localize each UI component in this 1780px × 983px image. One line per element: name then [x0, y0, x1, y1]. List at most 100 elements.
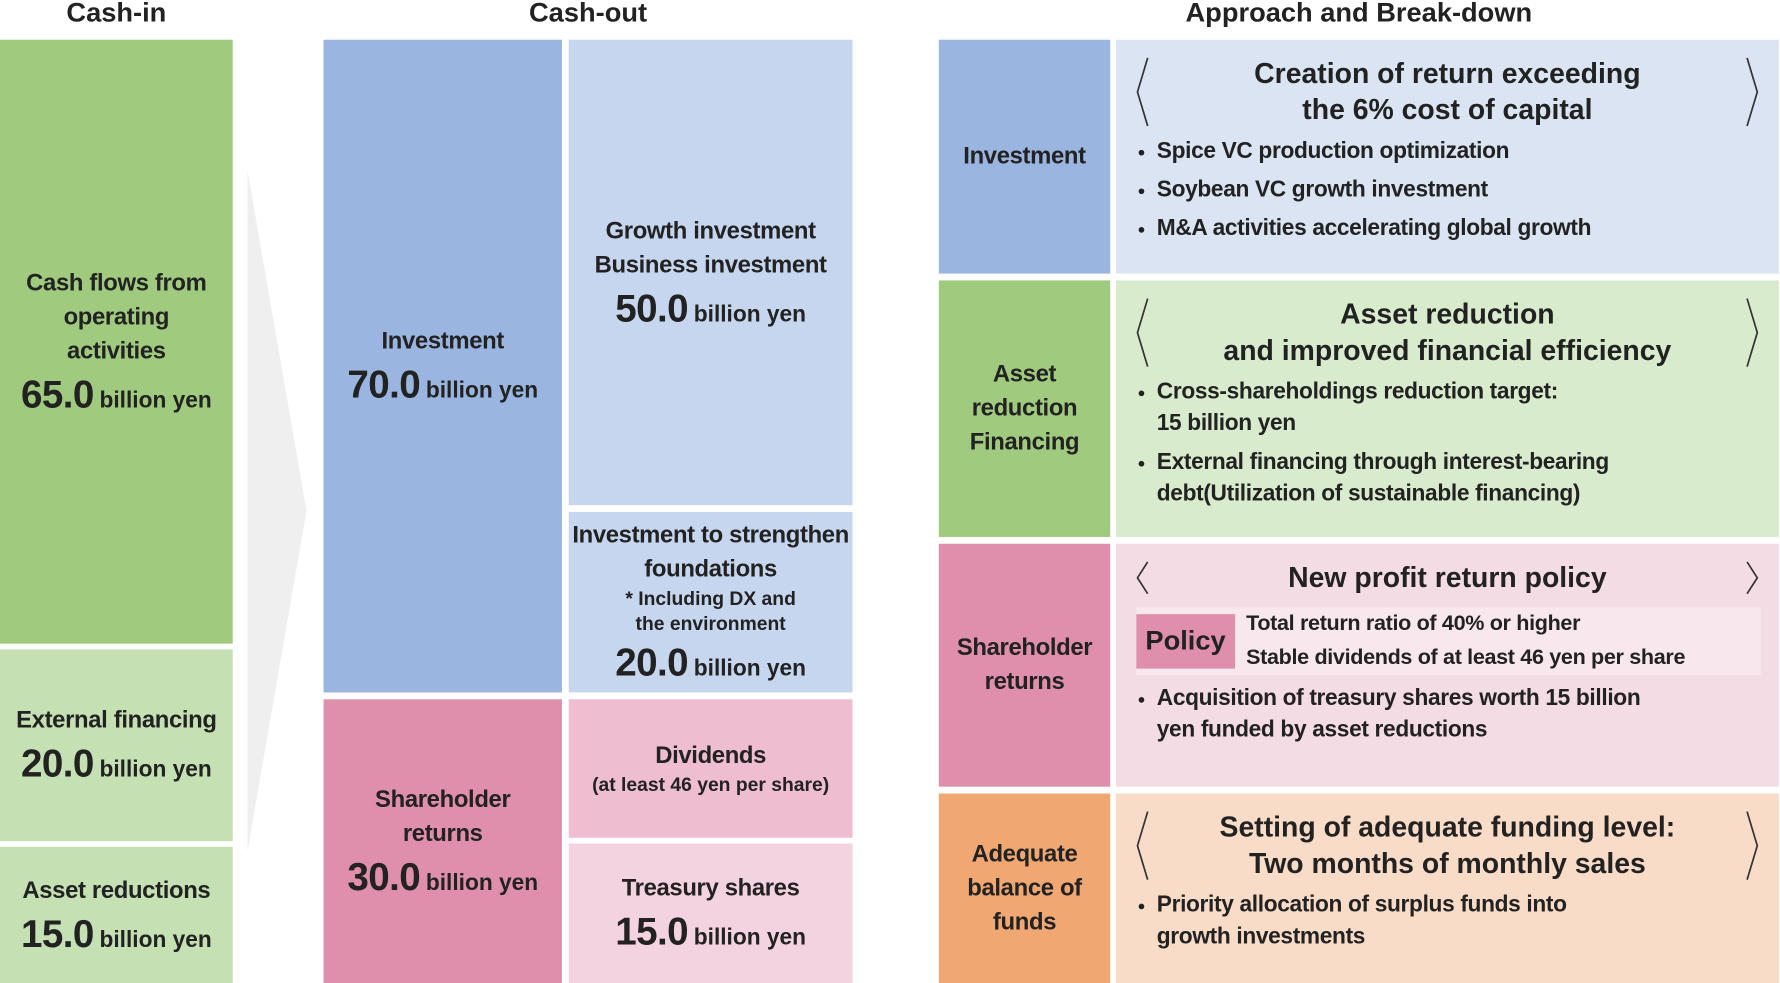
amount-number: 70.0 [347, 363, 421, 407]
approach-label-box: Investment [938, 39, 1111, 274]
approach-heading-line: Two months of monthly sales [1248, 847, 1646, 880]
cash-out-group: Shareholder returns 30.0 billion yen [323, 699, 562, 983]
policy-badge: Policy [1136, 614, 1235, 669]
approach-heading-line: Asset reduction [1340, 298, 1555, 331]
cash-out-item-label: Treasury shares [622, 872, 800, 906]
cash-in-label-line: activities [67, 337, 166, 364]
cash-out-label-line: Investment [381, 328, 504, 355]
approach-label-line: funds [992, 908, 1057, 935]
approach-content: Asset reduction and improved financial ef… [1115, 280, 1779, 537]
cash-in-label-line: operating [63, 303, 170, 330]
cash-in-label-line: External financing [16, 707, 217, 734]
policy-lines: Total return ratio of 40% or higher Stabl… [1246, 607, 1685, 675]
amount-number: 20.0 [615, 641, 689, 685]
approach-heading: Creation of return exceeding the 6% cost … [1134, 56, 1761, 129]
cash-in-label: Asset reductions [22, 874, 210, 908]
column-title: Cash-out [529, 0, 648, 29]
cash-out-note-line: * Including DX and [625, 588, 796, 610]
approach-label-line: returns [984, 668, 1065, 695]
approach-label: Investment [963, 140, 1086, 174]
bullet-line: Spice VC production optimization [1156, 138, 1510, 164]
bullet-line: Soybean VC growth investment [1156, 177, 1488, 203]
amount-unit: billion yen [425, 870, 539, 896]
bullet-line: Cross-shareholdings reduction target: [1156, 379, 1559, 405]
cash-in-label: External financing [16, 704, 217, 738]
column-title: Approach and Break-down [1185, 0, 1533, 29]
policy-box: Policy Total return ratio of 40% or highe… [1136, 607, 1761, 676]
bracket [1746, 57, 1759, 127]
amount-number: 50.0 [615, 286, 689, 330]
cash-out-item-label-line: Growth investment [605, 217, 816, 244]
cash-in-box: External financing 20.0 billion yen [0, 649, 233, 842]
heading-wrap: Setting of adequate funding level: Two mo… [1134, 809, 1761, 882]
amount-number: 65.0 [20, 372, 94, 417]
approach-content: Creation of return exceeding the 6% cost … [1115, 39, 1779, 274]
cash-in-box: Cash flows from operating activities 65.0 bi… [0, 39, 233, 644]
amount-unit: billion yen [99, 926, 212, 952]
amount: 15.0 billion yen [615, 910, 806, 954]
cash-out-item-label-line: Business investment [594, 251, 827, 278]
bracket [1136, 811, 1149, 881]
bullet: Spice VC production optimization [1116, 135, 1761, 167]
cash-in-label: Cash flows from operating activities [26, 266, 207, 368]
bracket [1746, 561, 1759, 595]
approach-label-line: reduction [971, 395, 1078, 422]
approach-label-line: Financing [969, 429, 1080, 456]
bullet: Cross-shareholdings reduction target: 15 … [1116, 376, 1761, 440]
cash-out-item: Dividends (at least 46 yen per share) [568, 699, 853, 838]
approach-content: Setting of adequate funding level: Two mo… [1115, 793, 1779, 983]
cash-out-label-line: Shareholder [375, 786, 511, 813]
approach-heading-line: Creation of return exceeding [1254, 57, 1641, 90]
amount-unit: billion yen [693, 656, 807, 682]
cash-in-label-line: Asset reductions [22, 876, 211, 904]
bullet-line: Acquisition of treasury shares worth 15 … [1156, 685, 1641, 711]
cash-in-label-line: Cash flows from [26, 269, 207, 296]
arrow-shape [247, 170, 307, 852]
amount-number: 20.0 [20, 742, 94, 786]
cash-out-group: Investment 70.0 billion yen [323, 39, 562, 693]
cash-out-item-label-line: Treasury shares [621, 875, 800, 902]
flow-arrow [247, 170, 307, 852]
cash-out-label: Shareholder returns [375, 783, 511, 851]
amount: 30.0 billion yen [347, 855, 538, 899]
bracket [1136, 298, 1149, 367]
approach-label: Adequate balance of funds [967, 837, 1082, 939]
approach-label: Shareholder returns [956, 631, 1093, 699]
column-title: Cash-in [66, 0, 167, 29]
bracket [1746, 298, 1759, 367]
approach-label-line: Shareholder [956, 634, 1093, 661]
heading-wrap: New profit return policy [1134, 560, 1761, 596]
approach-label-line: balance of [967, 874, 1082, 901]
amount-unit: billion yen [99, 757, 212, 783]
approach-label-box: Asset reduction Financing [938, 280, 1111, 537]
approach-heading-line: New profit return policy [1288, 561, 1607, 594]
cash-out-item: Treasury shares 15.0 billion yen [568, 843, 853, 983]
approach-heading: Asset reduction and improved financial ef… [1134, 296, 1761, 369]
bullet-line: Priority allocation of surplus funds int… [1156, 892, 1567, 918]
amount: 65.0 billion yen [21, 373, 212, 417]
bullet-line: M&A activities accelerating global growt… [1156, 215, 1592, 241]
bullet-line: 15 billion yen [1156, 410, 1296, 436]
approach-label-box: Shareholder returns [938, 543, 1111, 787]
cash-out-label-line: returns [402, 820, 483, 847]
bullet: Acquisition of treasury shares worth 15 … [1116, 682, 1761, 746]
amount-unit: billion yen [693, 925, 807, 951]
approach-heading-line: and improved financial efficiency [1223, 334, 1672, 367]
approach-heading-line: the 6% cost of capital [1302, 94, 1593, 127]
bullet-line: growth investments [1156, 924, 1366, 950]
amount-number: 15.0 [20, 912, 94, 956]
amount-number: 15.0 [615, 910, 689, 954]
amount: 70.0 billion yen [347, 363, 538, 407]
cash-out-note-line: (at least 46 yen per share) [592, 774, 830, 796]
amount: 20.0 billion yen [615, 641, 806, 685]
approach-label-line: Adequate [971, 840, 1078, 867]
amount-unit: billion yen [693, 301, 807, 327]
approach-content: New profit return policy Policy Total retu… [1115, 543, 1779, 787]
bracket [1136, 561, 1149, 595]
bullet: External financing through interest-bear… [1116, 446, 1761, 510]
bullet: Soybean VC growth investment [1116, 174, 1761, 206]
heading-wrap: Creation of return exceeding the 6% cost … [1134, 56, 1761, 129]
cash-out-item-label-line: Dividends [655, 742, 767, 769]
approach-label-line: Asset [992, 360, 1057, 388]
